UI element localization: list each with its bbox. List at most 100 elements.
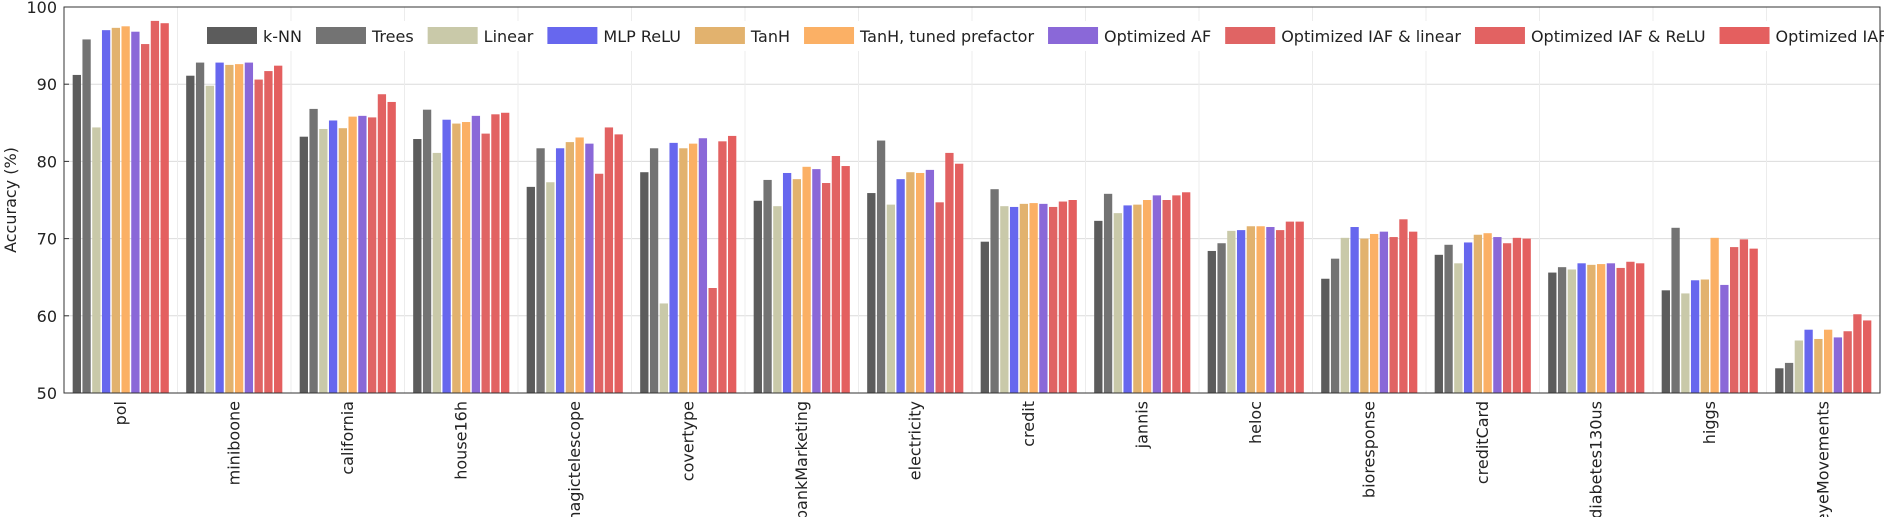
bar (1567, 269, 1576, 393)
bar (1473, 234, 1483, 393)
bar (886, 204, 895, 393)
bar (141, 44, 150, 393)
legend-swatch (315, 27, 366, 44)
bar (698, 138, 708, 393)
bar (935, 202, 944, 393)
bar (1409, 231, 1418, 393)
bar (1710, 237, 1719, 393)
bar (1029, 203, 1038, 393)
bar (1256, 226, 1265, 393)
bar (782, 172, 792, 393)
x-tick-label: miniboone (224, 401, 243, 485)
bar (1340, 237, 1349, 393)
bar (1512, 237, 1522, 393)
legend-swatch (547, 27, 598, 44)
bar (1236, 230, 1246, 393)
bar (1152, 195, 1162, 393)
y-tick-label: 70 (37, 230, 57, 249)
bar (1266, 227, 1275, 393)
x-tick-label: bioresponse (1359, 401, 1378, 498)
legend: k-NN Trees Linear MLP ReLU TanH TanH, tuned p… (200, 21, 1884, 51)
bar (1775, 368, 1784, 393)
bar (1749, 248, 1758, 393)
bar (841, 166, 850, 393)
bar (1360, 238, 1369, 393)
bar (688, 143, 698, 393)
bar (1823, 329, 1833, 393)
bar (274, 65, 283, 393)
bar (1049, 206, 1058, 393)
bar (980, 241, 989, 393)
bar (792, 179, 802, 393)
bar (225, 64, 234, 394)
bar (1483, 233, 1492, 393)
bar (1123, 205, 1132, 393)
bar (555, 148, 565, 393)
bar (955, 163, 964, 393)
bar (925, 169, 935, 393)
bar (1681, 293, 1690, 393)
bar (1463, 242, 1473, 393)
bar (1522, 238, 1531, 393)
bar (718, 141, 727, 393)
x-tick-label: bankMarketing (792, 401, 811, 517)
bar (1833, 337, 1843, 393)
bar (254, 79, 263, 394)
bar (1379, 231, 1389, 393)
bar (422, 109, 432, 394)
bar (945, 152, 954, 393)
bar (595, 173, 604, 393)
bar (1548, 272, 1557, 393)
bar (1596, 264, 1606, 393)
bar (526, 186, 535, 393)
bar (1804, 329, 1813, 393)
y-tick-label: 100 (26, 0, 57, 17)
legend-label: TanH (750, 27, 790, 46)
bar (461, 122, 471, 393)
bar (1103, 193, 1113, 393)
bar (1577, 263, 1586, 393)
bar (1227, 230, 1236, 393)
bar (195, 62, 205, 394)
bar (131, 31, 140, 393)
legend-label: MLP ReLU (603, 27, 681, 46)
legend-label: Optimized IAF & linear (1281, 27, 1461, 46)
bar (111, 27, 121, 394)
bar (309, 108, 318, 394)
bar (413, 139, 422, 393)
x-tick-label: diabetes130us (1586, 401, 1605, 517)
legend-label: Trees (371, 27, 414, 46)
x-tick-label: electricity (905, 401, 924, 480)
bar (1369, 233, 1379, 393)
x-tick-label: eyeMovements (1813, 401, 1832, 517)
bar (452, 123, 461, 394)
bar (432, 152, 441, 393)
bar (150, 20, 160, 394)
legend-label: TanH, tuned prefactor (859, 27, 1034, 46)
bar (1330, 258, 1340, 393)
bar (1863, 320, 1872, 393)
legend-swatch (207, 27, 257, 44)
bar (1321, 278, 1330, 393)
bar (831, 155, 841, 393)
bar (1843, 331, 1852, 393)
bar (205, 85, 214, 393)
plot-frame (63, 6, 1881, 394)
bar (1493, 237, 1502, 393)
bar (1162, 200, 1171, 393)
legend-label: Optimized AF (1104, 27, 1211, 46)
legend-background (200, 21, 1879, 51)
legend-label: Linear (484, 27, 534, 46)
bar (328, 120, 338, 393)
bar (1720, 284, 1729, 393)
bar (708, 288, 717, 393)
x-tick-label: credit (1019, 401, 1038, 447)
legend-swatch (804, 27, 855, 44)
bar (773, 206, 782, 393)
bar (896, 179, 905, 393)
legend-swatch (1719, 27, 1770, 44)
bar (649, 148, 659, 393)
bar (812, 169, 821, 393)
x-tick-label: magictelescope (565, 401, 584, 517)
bar (1671, 227, 1680, 393)
